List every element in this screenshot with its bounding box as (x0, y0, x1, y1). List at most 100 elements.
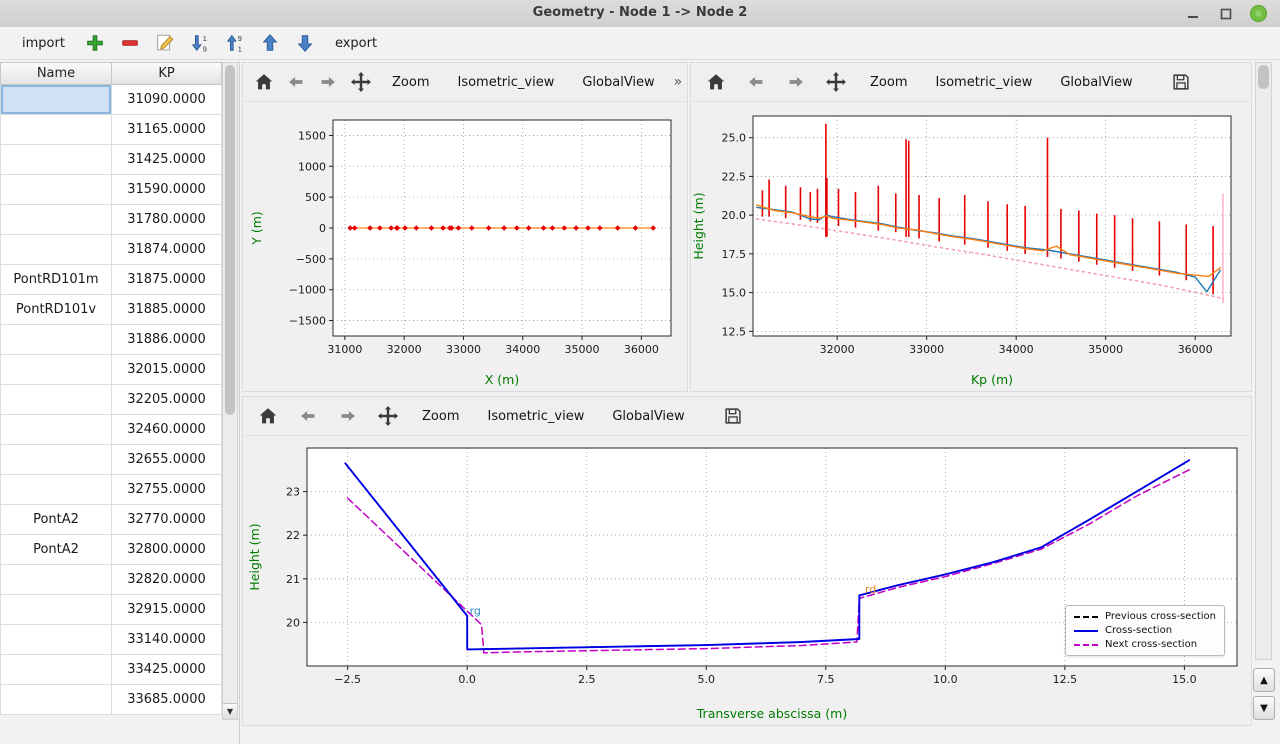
save-button[interactable] (718, 402, 748, 430)
name-cell[interactable] (0, 325, 112, 355)
maximize-button[interactable] (1216, 4, 1235, 23)
table-row[interactable]: 31874.0000 (0, 235, 222, 265)
global-view-button[interactable]: GlobalView (573, 70, 663, 95)
cross-section-chart[interactable]: −2.5 0.0 2.5 5.0 7.5 10.0 12.5 15.0 20 21 22 23 rg rd… (243, 436, 1251, 726)
isometric-view-button[interactable]: Isometric_view (448, 70, 563, 95)
scroll-up-button[interactable]: ▲ (1253, 668, 1275, 692)
table-row[interactable]: 32205.0000 (0, 385, 222, 415)
remove-row-button[interactable] (117, 30, 143, 56)
name-cell[interactable] (0, 475, 112, 505)
kp-cell[interactable]: 33140.0000 (112, 625, 222, 655)
name-cell[interactable] (0, 205, 112, 235)
kp-cell[interactable]: 32820.0000 (112, 565, 222, 595)
close-button[interactable] (1249, 4, 1268, 23)
kp-cell[interactable]: 31090.0000 (112, 85, 222, 115)
global-view-button[interactable]: GlobalView (603, 404, 693, 429)
table-row[interactable]: 31780.0000 (0, 205, 222, 235)
table-row[interactable]: 31886.0000 (0, 325, 222, 355)
table-row[interactable]: 32460.0000 (0, 415, 222, 445)
table-row[interactable]: 33425.0000 (0, 655, 222, 685)
kp-cell[interactable]: 32800.0000 (112, 535, 222, 565)
name-cell[interactable] (0, 175, 112, 205)
table-scrollbar-thumb[interactable] (225, 65, 235, 415)
name-cell[interactable] (0, 85, 112, 115)
back-button[interactable] (285, 68, 307, 96)
table-row[interactable]: 33140.0000 (0, 625, 222, 655)
kp-cell[interactable]: 31886.0000 (112, 325, 222, 355)
kp-cell[interactable]: 31875.0000 (112, 265, 222, 295)
table-row[interactable]: 31090.0000 (0, 85, 222, 115)
back-button[interactable] (741, 68, 771, 96)
pan-button[interactable] (349, 68, 373, 96)
move-up-button[interactable] (257, 30, 283, 56)
name-cell[interactable] (0, 595, 112, 625)
main-scrollbar-thumb[interactable] (1258, 65, 1269, 89)
name-cell[interactable] (0, 445, 112, 475)
name-cell[interactable] (0, 235, 112, 265)
name-cell[interactable] (0, 415, 112, 445)
table-row[interactable]: 32015.0000 (0, 355, 222, 385)
name-cell[interactable]: PontRD101m (0, 265, 112, 295)
home-button[interactable] (253, 68, 275, 96)
pan-button[interactable] (821, 68, 851, 96)
kp-cell[interactable]: 31165.0000 (112, 115, 222, 145)
name-cell[interactable] (0, 115, 112, 145)
kp-cell[interactable]: 31780.0000 (112, 205, 222, 235)
table-row[interactable]: 32655.0000 (0, 445, 222, 475)
main-vertical-scrollbar[interactable] (1255, 62, 1272, 660)
kp-cell[interactable]: 32015.0000 (112, 355, 222, 385)
zoom-button[interactable]: Zoom (861, 70, 916, 95)
plan-view-chart[interactable]: 31000 32000 33000 34000 35000 36000 −1500 −1000… (243, 102, 687, 392)
name-cell[interactable] (0, 145, 112, 175)
table-row[interactable]: PontRD101m 31875.0000 (0, 265, 222, 295)
name-cell[interactable]: PontA2 (0, 505, 112, 535)
edit-button[interactable] (152, 30, 178, 56)
kp-cell[interactable]: 33425.0000 (112, 655, 222, 685)
forward-button[interactable] (333, 402, 363, 430)
toolbar-overflow-chevron[interactable]: » (673, 74, 683, 90)
table-row[interactable]: 33685.0000 (0, 685, 222, 715)
kp-cell[interactable]: 32205.0000 (112, 385, 222, 415)
import-button[interactable]: import (14, 32, 73, 55)
forward-button[interactable] (317, 68, 339, 96)
scroll-down-button[interactable]: ▼ (1253, 696, 1275, 720)
name-cell[interactable] (0, 565, 112, 595)
table-scroll-down-button[interactable]: ▼ (223, 703, 237, 719)
minimize-button[interactable] (1183, 4, 1202, 23)
name-cell[interactable] (0, 655, 112, 685)
table-row[interactable]: 32915.0000 (0, 595, 222, 625)
table-row[interactable]: 31425.0000 (0, 145, 222, 175)
name-cell[interactable] (0, 685, 112, 715)
forward-button[interactable] (781, 68, 811, 96)
table-row[interactable]: PontA2 32770.0000 (0, 505, 222, 535)
table-row[interactable]: 31165.0000 (0, 115, 222, 145)
kp-cell[interactable]: 32655.0000 (112, 445, 222, 475)
save-button[interactable] (1166, 68, 1196, 96)
back-button[interactable] (293, 402, 323, 430)
kp-cell[interactable]: 32770.0000 (112, 505, 222, 535)
kp-cell[interactable]: 31425.0000 (112, 145, 222, 175)
column-header-kp[interactable]: KP (112, 62, 222, 85)
kp-cell[interactable]: 31874.0000 (112, 235, 222, 265)
pan-button[interactable] (373, 402, 403, 430)
kp-cell[interactable]: 32755.0000 (112, 475, 222, 505)
name-cell[interactable]: PontA2 (0, 535, 112, 565)
kp-cell[interactable]: 31885.0000 (112, 295, 222, 325)
zoom-button[interactable]: Zoom (383, 70, 438, 95)
table-row[interactable]: 32820.0000 (0, 565, 222, 595)
add-row-button[interactable] (82, 30, 108, 56)
name-cell[interactable] (0, 385, 112, 415)
home-button[interactable] (253, 402, 283, 430)
kp-cell[interactable]: 33685.0000 (112, 685, 222, 715)
kp-cell[interactable]: 32460.0000 (112, 415, 222, 445)
kp-cell[interactable]: 31590.0000 (112, 175, 222, 205)
name-cell[interactable]: PontRD101v (0, 295, 112, 325)
table-row[interactable]: PontA2 32800.0000 (0, 535, 222, 565)
profile-chart[interactable]: 32000 33000 34000 35000 36000 12.5 15.0 17.5 20.… (691, 102, 1251, 392)
zoom-button[interactable]: Zoom (413, 404, 468, 429)
global-view-button[interactable]: GlobalView (1051, 70, 1141, 95)
table-row[interactable]: 31590.0000 (0, 175, 222, 205)
isometric-view-button[interactable]: Isometric_view (926, 70, 1041, 95)
